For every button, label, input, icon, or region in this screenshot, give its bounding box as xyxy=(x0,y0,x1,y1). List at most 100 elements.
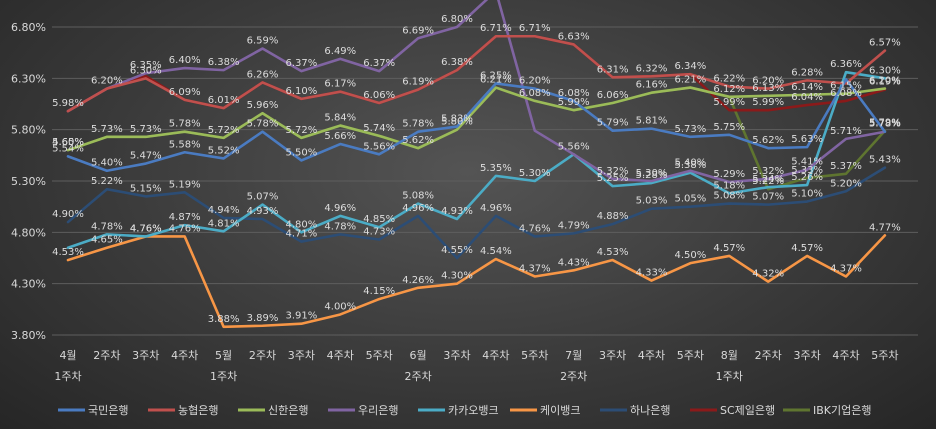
data-label: 6.20% xyxy=(91,76,123,87)
data-label: 5.79% xyxy=(597,118,629,129)
data-label: 6.19% xyxy=(402,77,434,88)
data-label: 5.35% xyxy=(480,163,512,174)
x-tick-label: 4주차 xyxy=(327,349,354,362)
data-label: 4.54% xyxy=(480,246,512,257)
data-labels: 5.54% 5.40% 5.47% 5.58% 5.52% 5.78% 5.50% 5.66%… xyxy=(52,14,901,325)
data-label: 4.96% xyxy=(324,203,356,214)
legend-label: 카카오뱅크 xyxy=(448,404,499,417)
data-label: 6.38% xyxy=(208,57,240,68)
data-label: 5.28% xyxy=(636,170,668,181)
x-tick-label: 5월 xyxy=(215,349,232,362)
data-label: 4.76% xyxy=(169,223,201,234)
data-label: 5.78% xyxy=(402,119,434,130)
data-label: 5.08% xyxy=(402,191,434,202)
data-label: 5.99% xyxy=(558,97,590,108)
data-label: 4.00% xyxy=(324,301,356,312)
data-label: 6.32% xyxy=(636,63,668,74)
data-label: 6.80% xyxy=(441,14,473,25)
data-label: 6.25% xyxy=(480,70,512,81)
data-label: 5.40% xyxy=(91,158,123,169)
data-label: 6.16% xyxy=(636,80,668,91)
data-label: 4.96% xyxy=(480,203,512,214)
data-label: 5.54% xyxy=(52,143,84,154)
y-axis-ticks: 3.80% 4.30% 4.80% 5.30% 5.80% 6.30% 6.80% xyxy=(11,21,46,342)
data-label: 5.32% xyxy=(597,166,629,177)
data-label: 5.24% xyxy=(752,174,784,185)
data-label: 5.75% xyxy=(713,122,745,133)
data-label: 5.52% xyxy=(208,145,240,156)
data-label: 6.12% xyxy=(713,84,745,95)
data-label: 5.56% xyxy=(363,141,395,152)
data-label: 5.78% xyxy=(869,119,901,130)
legend-label: 신한은행 xyxy=(268,404,308,417)
data-label: 6.71% xyxy=(519,23,551,34)
data-label: 5.19% xyxy=(169,179,201,190)
data-label: 6.01% xyxy=(208,95,240,106)
data-label: 5.25% xyxy=(597,173,629,184)
data-label: 6.08% xyxy=(519,88,551,99)
data-label: 6.40% xyxy=(169,55,201,66)
data-label: 4.93% xyxy=(247,206,279,217)
data-label: 4.65% xyxy=(91,235,123,246)
data-label: 4.79% xyxy=(558,220,590,231)
data-label: 4.76% xyxy=(130,223,162,234)
data-label: 6.34% xyxy=(675,61,707,72)
x-tick-label: 3주차 xyxy=(793,349,820,362)
data-label: 5.56% xyxy=(558,141,590,152)
data-label: 4.88% xyxy=(597,211,629,222)
x-tick-label: 8월 xyxy=(721,349,738,362)
data-label: 6.26% xyxy=(247,69,279,80)
data-label: 6.30% xyxy=(869,65,901,76)
data-label: 5.38% xyxy=(675,160,707,171)
data-label: 4.43% xyxy=(558,257,590,268)
data-label: 6.49% xyxy=(324,46,356,57)
data-label: 4.26% xyxy=(402,275,434,286)
data-label: 5.29% xyxy=(713,169,745,180)
legend: 국민은행 농협은행 신한은행 우리은행 카카오뱅크 케이뱅크 하나은행 SC제일은행 IBK기업… xyxy=(58,403,871,417)
data-label: 5.33% xyxy=(791,165,823,176)
data-label: 6.37% xyxy=(363,58,395,69)
legend-label: 하나은행 xyxy=(630,403,670,417)
data-label: 4.85% xyxy=(363,214,395,225)
data-label: 3.88% xyxy=(208,314,240,325)
data-label: 6.20% xyxy=(869,76,901,87)
data-label: 6.57% xyxy=(869,38,901,49)
data-label: 6.04% xyxy=(791,92,823,103)
legend-label: 국민은행 xyxy=(88,404,128,417)
data-label: 5.50% xyxy=(286,147,318,158)
data-label: 6.19% xyxy=(869,77,901,88)
data-label: 6.63% xyxy=(558,31,590,42)
data-label: 4.78% xyxy=(324,221,356,232)
data-label: 4.96% xyxy=(402,203,434,214)
data-label: 6.13% xyxy=(752,83,784,94)
data-label: 5.99% xyxy=(713,97,745,108)
x-tick-label: 2주차 xyxy=(93,349,120,362)
data-label: 4.50% xyxy=(675,250,707,261)
x-tick-label: 3주차 xyxy=(288,349,315,362)
data-label: 5.66% xyxy=(324,131,356,142)
data-label: 6.14% xyxy=(791,82,823,93)
x-tick-label: 4주차 xyxy=(638,349,665,362)
data-label: 6.20% xyxy=(752,76,784,87)
legend-label: 우리은행 xyxy=(358,404,398,417)
data-label: 4.32% xyxy=(752,269,784,280)
grid-lines xyxy=(52,26,918,336)
data-label: 6.69% xyxy=(402,25,434,36)
data-label: 4.77% xyxy=(869,222,901,233)
data-label: 5.30% xyxy=(636,168,668,179)
data-label: 5.30% xyxy=(519,168,551,179)
x-tick-label: 2주차 xyxy=(404,370,431,383)
series-lines xyxy=(66,0,887,329)
legend-label: 케이뱅크 xyxy=(540,404,580,417)
data-label: 4.53% xyxy=(52,247,84,258)
data-label: 5.63% xyxy=(791,134,823,145)
data-label: 5.96% xyxy=(247,100,279,111)
y-tick-label: 4.80% xyxy=(11,226,46,239)
data-label: 5.80% xyxy=(441,117,473,128)
y-tick-label: 6.30% xyxy=(11,72,46,85)
data-label: 6.21% xyxy=(675,75,707,86)
data-label: 5.72% xyxy=(208,125,240,136)
data-label: 5.81% xyxy=(636,116,668,127)
data-label: 6.06% xyxy=(597,90,629,101)
